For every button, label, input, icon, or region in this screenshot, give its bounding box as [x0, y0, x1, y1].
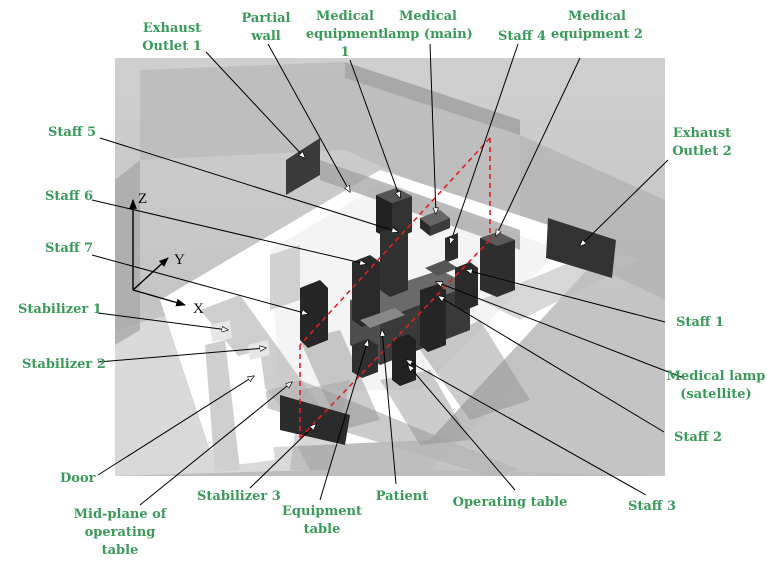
- svg-text:operating: operating: [85, 525, 156, 540]
- coordinate-axes: [129, 199, 186, 307]
- svg-text:1: 1: [340, 45, 349, 60]
- label-exhaust-outlet-2: Exhaust Outlet 2: [672, 126, 732, 159]
- label-stabilizer-3: Stabilizer 3: [197, 489, 281, 504]
- svg-text:Mid-plane of: Mid-plane of: [74, 507, 168, 522]
- svg-text:(satellite): (satellite): [680, 387, 751, 402]
- label-staff-3: Staff 3: [628, 499, 676, 514]
- leader-lines: [91, 43, 685, 506]
- label-operating-table: Operating table: [453, 495, 568, 510]
- label-staff-1: Staff 1: [676, 315, 724, 330]
- label-medical-equipment-1: Medical equipment 1: [306, 9, 384, 60]
- svg-text:lamp (main): lamp (main): [383, 27, 473, 42]
- label-equipment-table: Equipment table: [282, 504, 362, 537]
- svg-text:Medical lamp: Medical lamp: [667, 369, 766, 384]
- label-staff-7: Staff 7: [45, 241, 93, 256]
- svg-text:Medical: Medical: [316, 9, 374, 24]
- svg-text:Medical: Medical: [399, 9, 457, 24]
- label-staff-2: Staff 2: [674, 430, 722, 445]
- label-medical-lamp-satellite: Medical lamp (satellite): [667, 369, 766, 402]
- svg-text:wall: wall: [250, 29, 281, 44]
- svg-text:Outlet 1: Outlet 1: [142, 39, 202, 54]
- label-staff-6: Staff 6: [45, 189, 93, 204]
- label-door: Door: [60, 471, 96, 486]
- label-exhaust-outlet-1: Exhaust Outlet 1: [142, 21, 202, 54]
- svg-text:Medical: Medical: [568, 9, 626, 24]
- axis-z-label: Z: [138, 191, 147, 207]
- label-stabilizer-2: Stabilizer 2: [22, 357, 106, 372]
- label-stabilizer-1: Stabilizer 1: [18, 302, 102, 317]
- label-medical-equipment-2: Medical equipment 2: [551, 9, 643, 42]
- svg-text:Partial: Partial: [241, 11, 290, 26]
- label-mid-plane: Mid-plane of operating table: [74, 507, 168, 558]
- room-scene: [115, 58, 665, 476]
- svg-text:equipment: equipment: [306, 27, 384, 42]
- svg-text:Exhaust: Exhaust: [673, 126, 731, 141]
- svg-text:equipment 2: equipment 2: [551, 27, 643, 42]
- label-staff-4: Staff 4: [498, 29, 546, 44]
- label-medical-lamp-main: Medical lamp (main): [383, 9, 473, 42]
- svg-text:table: table: [304, 522, 341, 537]
- axis-x-label: X: [193, 301, 204, 317]
- label-partial-wall: Partial wall: [241, 11, 290, 44]
- label-staff-5: Staff 5: [48, 125, 96, 140]
- label-patient: Patient: [376, 489, 429, 504]
- svg-text:Equipment: Equipment: [282, 504, 362, 519]
- svg-text:Exhaust: Exhaust: [143, 21, 201, 36]
- mid-plane-outline: [299, 137, 491, 439]
- svg-text:table: table: [102, 543, 139, 558]
- axis-y-label: Y: [174, 252, 185, 268]
- svg-text:Outlet 2: Outlet 2: [672, 144, 732, 159]
